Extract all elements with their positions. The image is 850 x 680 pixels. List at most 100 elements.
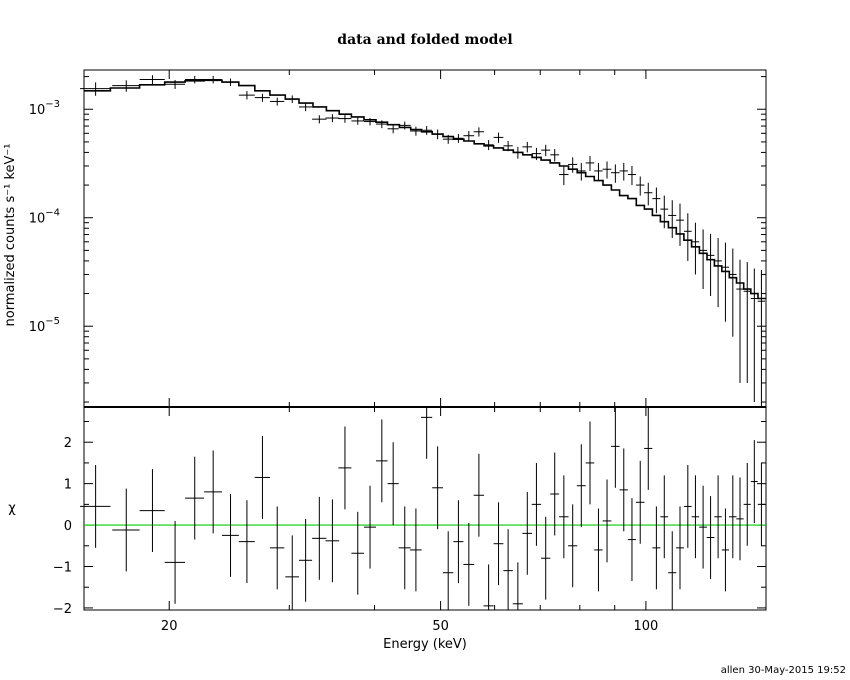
residual-y-axis-label: χ [8, 501, 16, 516]
data-point [660, 195, 669, 229]
residual-point [325, 499, 340, 583]
residual-point [541, 516, 551, 600]
top-y-tick-label: 10−3 [29, 99, 60, 118]
residual-point [576, 444, 586, 528]
residual-point [594, 508, 603, 592]
data-point [512, 146, 523, 159]
data-point [375, 120, 388, 129]
residual-point [550, 452, 560, 536]
data-point [453, 134, 464, 143]
data-point [576, 162, 586, 181]
residual-point [660, 475, 669, 559]
residual-point [635, 460, 645, 544]
data-point [80, 82, 111, 96]
data-point [185, 75, 205, 84]
residual-point [432, 446, 443, 530]
data-point [463, 131, 475, 141]
top-y-axis-label-text: normalized counts s⁻¹ keV⁻¹ [3, 144, 18, 327]
top-y-tick-label-base: 10 [29, 103, 46, 118]
residual-point [652, 506, 661, 590]
data-point [729, 248, 737, 337]
top-y-axis-label: normalized counts s⁻¹ keV⁻¹ [3, 144, 18, 327]
residual-point [493, 502, 504, 586]
data-point [254, 93, 270, 102]
residual-point [512, 562, 523, 610]
residual-point [351, 511, 364, 595]
residual-point [421, 407, 433, 459]
residual-point [736, 477, 744, 561]
top-y-tick-label: 10−5 [29, 316, 60, 335]
data-point [410, 126, 422, 136]
data-point [652, 187, 661, 214]
data-point [743, 262, 751, 383]
data-point [676, 203, 684, 246]
x-tick-label: 100 [633, 619, 658, 634]
data-point [221, 78, 239, 86]
residual-point [299, 518, 313, 602]
model-step-line [84, 79, 766, 300]
data-point [269, 97, 285, 106]
residual-point [164, 520, 186, 604]
residual-point [375, 419, 388, 503]
top-y-tick-label-base: 10 [29, 320, 46, 335]
data-point [619, 162, 628, 181]
data-point [541, 144, 551, 157]
data-point [473, 127, 485, 137]
x-tick-label: 50 [432, 619, 449, 634]
data-point [721, 242, 730, 322]
residual-point [559, 475, 569, 559]
residual-point [743, 462, 751, 546]
residual-y-tick-label: −2 [53, 602, 72, 617]
footer-credit: allen 30-May-2015 19:52 [720, 665, 846, 676]
data-point [522, 141, 533, 153]
data-point [285, 95, 300, 104]
residual-plot-frame [83, 406, 767, 611]
residual-point [473, 453, 485, 537]
data-point [432, 129, 443, 140]
residual-point [453, 500, 464, 584]
residual-point [387, 442, 399, 526]
data-point [363, 118, 376, 126]
residual-y-tick-label: 1 [64, 478, 72, 493]
residual-point [714, 475, 722, 559]
residual-point [312, 496, 327, 580]
residual-point [683, 465, 692, 548]
chart-title: data and folded model [337, 32, 512, 48]
residual-point [185, 456, 205, 540]
residual-point [112, 488, 140, 572]
residual-point [463, 523, 475, 606]
residual-point [602, 479, 612, 563]
residual-point [691, 475, 700, 559]
data-point [493, 132, 504, 143]
data-point [531, 147, 542, 161]
data-point [627, 165, 636, 186]
residual-y-tick-label: −1 [53, 561, 72, 576]
data-point [338, 114, 352, 123]
data-point [387, 124, 399, 134]
residual-point [363, 485, 376, 569]
x-axis-label: Energy (keV) [383, 637, 467, 652]
residual-point [611, 407, 620, 488]
data-point [683, 213, 692, 261]
data-point [559, 165, 569, 186]
data-point [602, 161, 612, 179]
data-point [204, 75, 222, 84]
data-point [699, 229, 707, 290]
residual-point [483, 564, 494, 610]
data-point [139, 75, 165, 85]
residual-point [644, 407, 653, 490]
top-y-tick-label: 10−4 [29, 208, 60, 227]
data-point [736, 259, 744, 383]
data-point [112, 80, 140, 92]
residual-point [398, 506, 411, 590]
data-point [757, 269, 766, 407]
residual-point [238, 500, 255, 584]
residual-point [269, 506, 285, 590]
data-point [594, 162, 603, 181]
data-point [550, 149, 560, 162]
residual-point [254, 436, 270, 519]
data-point [611, 164, 620, 183]
data-point [585, 156, 595, 171]
data-point [668, 200, 677, 239]
